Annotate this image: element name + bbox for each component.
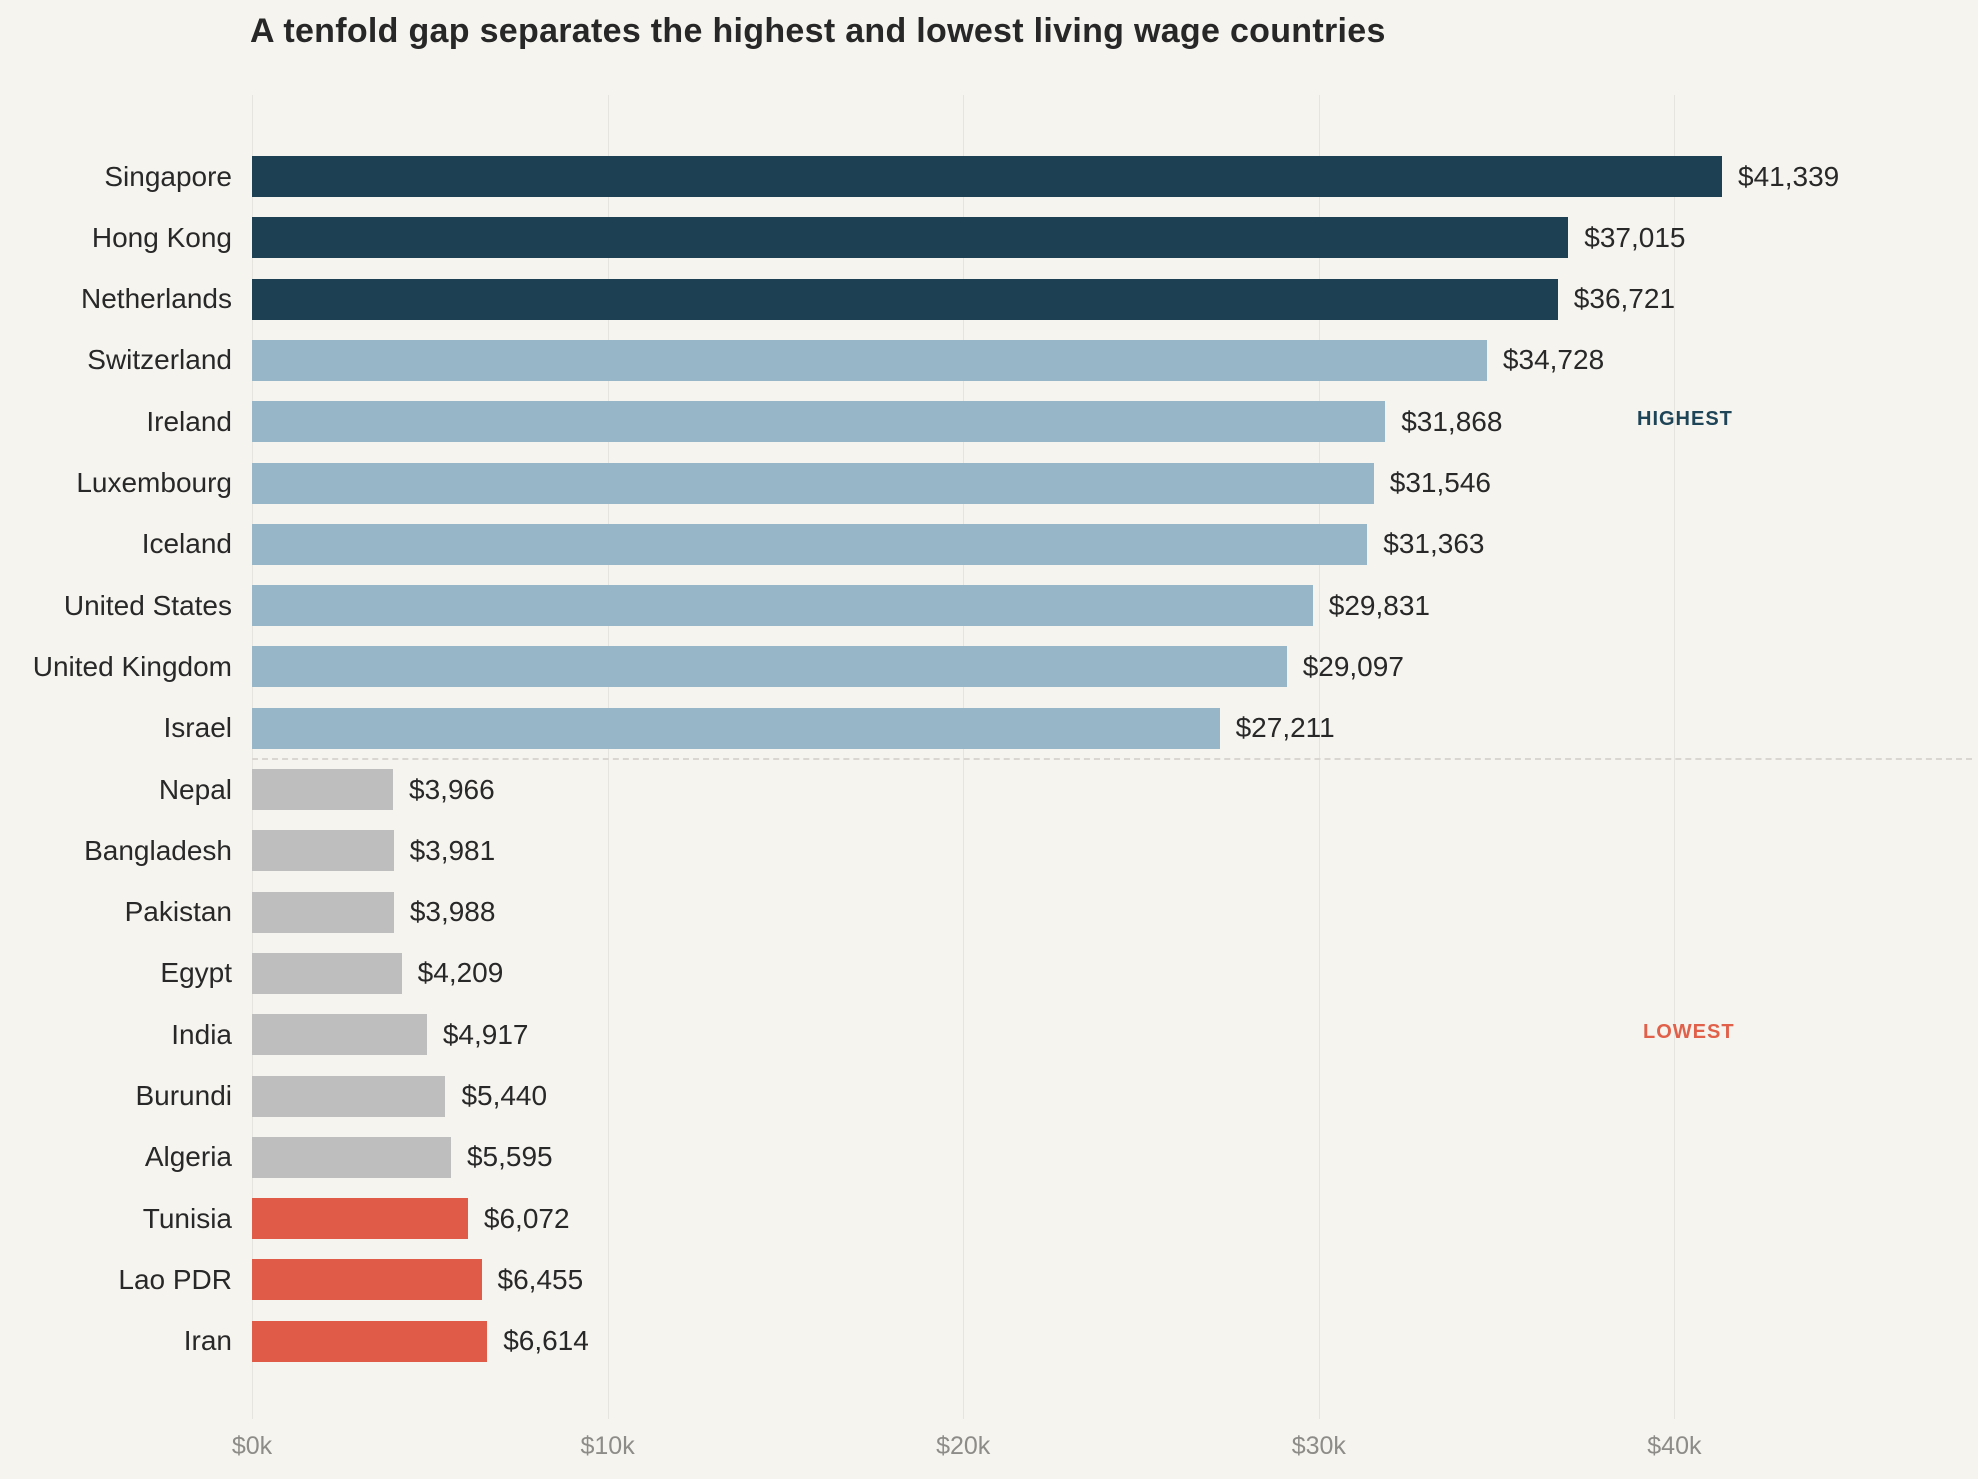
value-label: $31,363 <box>1383 528 1485 560</box>
bar-row: Burundi $5,440 <box>0 1075 1978 1117</box>
bar <box>252 952 402 994</box>
value-label: $6,072 <box>483 1202 570 1234</box>
category-label: Israel <box>163 712 232 744</box>
bar-row: Switzerland $34,728 <box>0 339 1978 381</box>
value-label: $41,339 <box>1738 160 1840 192</box>
x-tick-label: $30k <box>1291 1432 1346 1460</box>
bar <box>252 1136 451 1178</box>
bar <box>252 156 1722 197</box>
value-label: $3,981 <box>409 834 496 866</box>
gridline-x <box>963 95 965 1419</box>
value-label: $29,831 <box>1328 589 1430 621</box>
bar-row: United Kingdom $29,097 <box>0 646 1978 688</box>
category-label: Algeria <box>144 1141 232 1173</box>
x-tick-label: $10k <box>580 1432 635 1460</box>
category-label: Switzerland <box>87 344 232 376</box>
bar <box>252 891 394 933</box>
bar-row: Tunisia $6,072 <box>0 1198 1978 1240</box>
value-label: $3,988 <box>409 896 496 928</box>
bar <box>252 1014 427 1056</box>
value-label: $31,546 <box>1389 467 1491 498</box>
bar-row: Iran $6,614 <box>0 1320 1978 1362</box>
bar <box>252 707 1220 749</box>
bar <box>252 1259 482 1301</box>
bar <box>252 585 1313 627</box>
value-label: $6,455 <box>497 1263 584 1295</box>
bar <box>252 1075 446 1117</box>
category-label: India <box>171 1018 232 1050</box>
category-label: Singapore <box>104 160 232 192</box>
bar <box>252 523 1368 565</box>
bar <box>252 830 394 872</box>
bar <box>252 401 1386 443</box>
category-label: Iceland <box>141 528 232 560</box>
value-label: $5,440 <box>461 1080 548 1111</box>
category-label: Egypt <box>160 957 232 989</box>
category-label: Lao PDR <box>118 1263 232 1295</box>
bar <box>252 1320 488 1362</box>
bar-row: Lao PDR $6,455 <box>0 1259 1978 1301</box>
category-label: Pakistan <box>124 896 232 928</box>
bar-row: Iceland $31,363 <box>0 523 1978 565</box>
lowest-annotation: LOWEST <box>1643 1021 1735 1043</box>
value-label: $4,209 <box>417 957 504 989</box>
category-label: Bangladesh <box>84 834 232 866</box>
value-label: $3,966 <box>409 773 495 805</box>
gridline-x <box>607 95 609 1419</box>
category-label: Luxembourg <box>76 467 232 498</box>
bar-row: Netherlands $36,721 <box>0 278 1978 320</box>
bar-row: Bangladesh $3,981 <box>0 830 1978 872</box>
value-label: $27,211 <box>1235 712 1335 744</box>
category-label: Iran <box>183 1325 232 1357</box>
bar-row: Israel $27,211 <box>0 707 1978 749</box>
value-label: $36,721 <box>1573 283 1676 315</box>
bar-row: Luxembourg $31,546 <box>0 462 1978 504</box>
x-tick-label: $40k <box>1647 1432 1702 1460</box>
bar-row: Hong Kong $37,015 <box>0 217 1978 259</box>
bar <box>252 278 1558 320</box>
bar <box>252 646 1287 688</box>
bar <box>252 769 394 810</box>
highest-lowest-separator <box>252 758 1972 760</box>
x-tick-label: $0k <box>231 1432 273 1460</box>
bar-row: Egypt $4,209 <box>0 952 1978 994</box>
category-label: Hong Kong <box>91 221 232 253</box>
bar <box>252 462 1374 504</box>
bar-row: Nepal $3,966 <box>0 769 1978 810</box>
category-label: Burundi <box>135 1080 232 1111</box>
gridline-x <box>252 95 253 1419</box>
bar <box>252 339 1487 381</box>
category-label: Tunisia <box>142 1202 232 1234</box>
bar <box>252 217 1569 259</box>
value-label: $34,728 <box>1502 344 1605 376</box>
chart-title: A tenfold gap separates the highest and … <box>250 12 1386 50</box>
value-label: $5,595 <box>466 1141 553 1173</box>
x-tick-label: $20k <box>936 1432 991 1460</box>
category-label: United Kingdom <box>32 650 232 682</box>
gridline-x <box>1318 95 1320 1419</box>
bar-row: Algeria $5,595 <box>0 1136 1978 1178</box>
category-label: Nepal <box>158 773 232 805</box>
bar-row: Singapore $41,339 <box>0 156 1978 197</box>
category-label: United States <box>63 589 232 621</box>
category-label: Ireland <box>146 405 232 437</box>
category-label: Netherlands <box>81 283 232 315</box>
gridline-x <box>1674 95 1676 1419</box>
bar-row: United States $29,831 <box>0 585 1978 627</box>
value-label: $37,015 <box>1584 221 1686 253</box>
bar <box>252 1198 468 1240</box>
value-label: $6,614 <box>503 1325 589 1357</box>
value-label: $4,917 <box>442 1018 529 1050</box>
value-label: $31,868 <box>1401 405 1503 437</box>
value-label: $29,097 <box>1302 650 1404 682</box>
highest-annotation: HIGHEST <box>1637 408 1733 430</box>
bar-row: India $4,917 <box>0 1014 1978 1056</box>
bar-row: Pakistan $3,988 <box>0 891 1978 933</box>
bar-row: Ireland $31,868 <box>0 401 1978 443</box>
